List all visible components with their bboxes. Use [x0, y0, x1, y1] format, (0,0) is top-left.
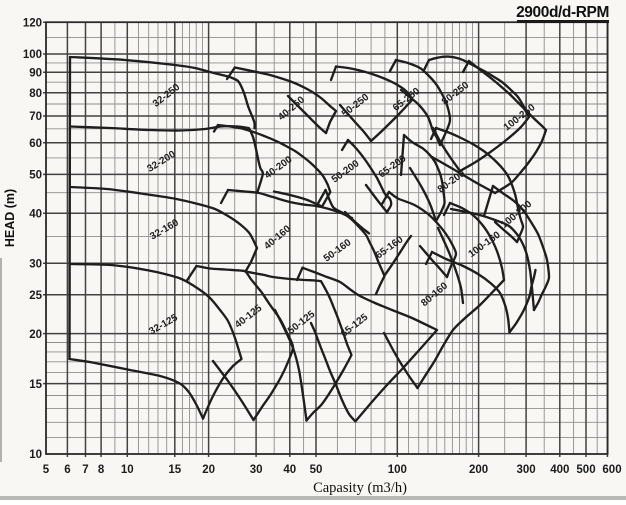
svg-text:120: 120 [23, 18, 42, 30]
svg-text:8: 8 [98, 464, 105, 476]
svg-text:7: 7 [82, 464, 88, 476]
svg-text:20: 20 [202, 464, 215, 476]
svg-text:25: 25 [29, 290, 42, 302]
svg-text:300: 300 [517, 464, 536, 476]
svg-text:200: 200 [469, 464, 488, 476]
svg-text:40: 40 [283, 464, 296, 476]
svg-text:100: 100 [388, 464, 407, 476]
svg-text:60: 60 [29, 138, 42, 150]
svg-text:HEAD (m): HEAD (m) [3, 189, 17, 247]
svg-text:20: 20 [29, 329, 42, 341]
svg-text:30: 30 [250, 464, 263, 476]
svg-text:6: 6 [64, 464, 70, 476]
svg-text:90: 90 [29, 68, 42, 80]
svg-text:Capasity (m3/h): Capasity (m3/h) [313, 480, 407, 496]
svg-text:15: 15 [29, 379, 42, 391]
svg-text:500: 500 [576, 464, 595, 476]
svg-text:80: 80 [29, 88, 42, 100]
svg-text:50: 50 [310, 464, 323, 476]
svg-text:15: 15 [168, 464, 181, 476]
svg-text:50: 50 [29, 170, 42, 182]
svg-text:40: 40 [29, 208, 42, 220]
svg-text:100: 100 [23, 49, 42, 61]
svg-text:5: 5 [43, 464, 50, 476]
svg-text:30: 30 [29, 258, 42, 270]
svg-text:600: 600 [602, 464, 621, 476]
svg-text:10: 10 [29, 449, 42, 461]
svg-text:10: 10 [121, 464, 134, 476]
svg-text:2900d/d-RPM: 2900d/d-RPM [516, 4, 609, 21]
svg-text:70: 70 [29, 111, 42, 123]
svg-text:400: 400 [550, 464, 569, 476]
